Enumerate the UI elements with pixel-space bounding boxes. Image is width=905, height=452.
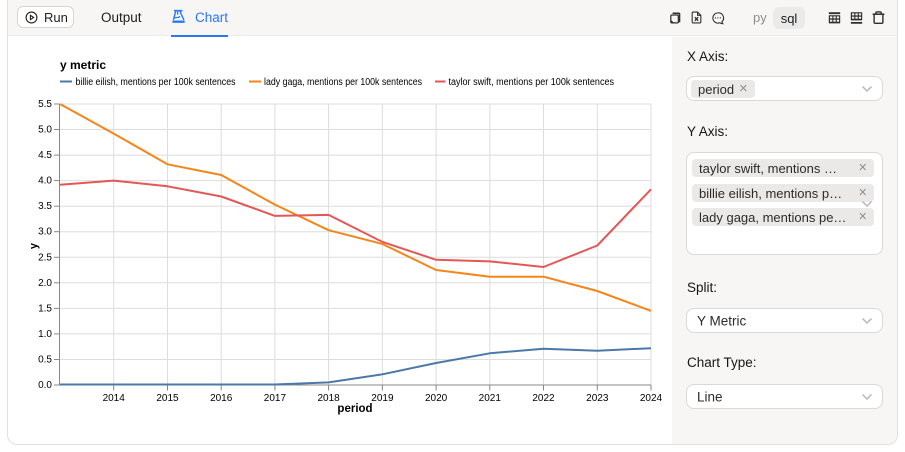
svg-text:1.5: 1.5	[38, 303, 52, 314]
svg-text:2021: 2021	[479, 393, 502, 404]
svg-text:lady gaga, mentions per 100k s: lady gaga, mentions per 100k sentences	[264, 77, 422, 88]
svg-text:2014: 2014	[103, 393, 126, 404]
svg-text:5.0: 5.0	[38, 125, 52, 136]
svg-text:0.0: 0.0	[38, 380, 52, 391]
svg-text:billie eilish, mentions per 10: billie eilish, mentions per 100k sentenc…	[76, 77, 236, 88]
svg-text:y: y	[28, 242, 40, 249]
svg-text:2019: 2019	[371, 393, 394, 404]
svg-text:1.0: 1.0	[38, 329, 52, 340]
svg-text:period: period	[337, 403, 372, 415]
svg-text:4.0: 4.0	[38, 176, 52, 187]
svg-text:2023: 2023	[586, 393, 609, 404]
svg-text:2015: 2015	[156, 393, 179, 404]
svg-text:3.0: 3.0	[38, 227, 52, 238]
svg-text:2020: 2020	[425, 393, 448, 404]
svg-text:5.5: 5.5	[38, 99, 52, 110]
svg-text:3.5: 3.5	[38, 201, 52, 212]
svg-text:taylor swift, mentions per 100: taylor swift, mentions per 100k sentence…	[449, 77, 615, 88]
svg-text:4.5: 4.5	[38, 150, 52, 161]
svg-text:y metric: y metric	[60, 58, 106, 72]
svg-text:2.0: 2.0	[38, 278, 52, 289]
svg-text:0.5: 0.5	[38, 355, 52, 366]
svg-text:2.5: 2.5	[38, 252, 52, 263]
svg-text:2022: 2022	[532, 393, 555, 404]
svg-text:2017: 2017	[264, 393, 287, 404]
svg-text:2018: 2018	[317, 393, 340, 404]
svg-text:2024: 2024	[640, 393, 663, 404]
svg-text:2016: 2016	[210, 393, 233, 404]
